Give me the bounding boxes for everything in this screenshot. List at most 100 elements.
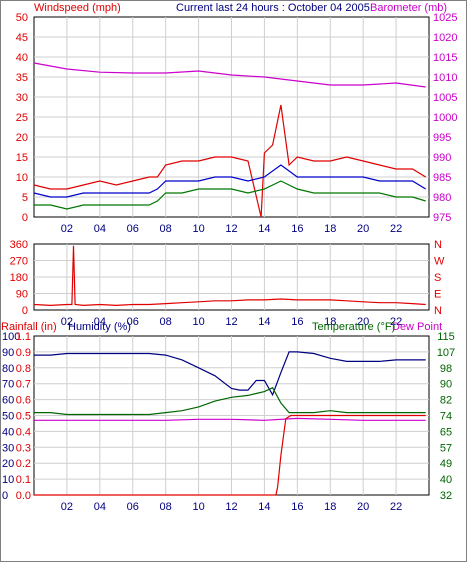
barometer-y-tick-label: 1015 (433, 52, 457, 64)
climate-x-tick-label: 20 (357, 501, 369, 513)
average-series-line (33, 164, 427, 198)
direction-x-tick-label: 16 (291, 316, 303, 328)
humidity-y-tick-label: 80 (2, 363, 14, 375)
wind-y-tick-label: 45 (16, 32, 28, 44)
direction-x-tick-label: 10 (192, 316, 204, 328)
wind-y-tick-label: 0 (22, 212, 28, 224)
rainfall-y-tick-label: 0.5 (16, 411, 31, 423)
direction-x-tick-label: 08 (160, 316, 172, 328)
wind-x-tick-label: 10 (192, 223, 204, 235)
rainfall-y-tick-label: 0.4 (16, 426, 31, 438)
climate-x-tick-label: 22 (390, 501, 402, 513)
climate-x-tick-label: 04 (94, 501, 106, 513)
climate-x-tick-label: 18 (324, 501, 336, 513)
direction-y-tick-label: 180 (10, 272, 28, 284)
rainfall-y-tick-label: 0.9 (16, 347, 31, 359)
wind-x-tick-label: 14 (258, 223, 270, 235)
wind-y-tick-label: 15 (16, 152, 28, 164)
barometer-y-tick-label: 1000 (433, 112, 457, 124)
dewpoint-label: Dew Point (392, 321, 442, 333)
wind-y-tick-label: 10 (16, 172, 28, 184)
wind-x-tick-label: 04 (94, 223, 106, 235)
wind-x-tick-label: 06 (127, 223, 139, 235)
wind-x-tick-label: 12 (225, 223, 237, 235)
minimum-series-line (34, 180, 426, 210)
temperature-y-tick-label: 32 (440, 490, 452, 502)
humidity-y-tick-label: 40 (2, 426, 14, 438)
humidity-series-line (34, 351, 426, 397)
humidity-y-tick-label: 70 (2, 379, 14, 391)
wind-y-tick-label: 40 (16, 52, 28, 64)
temperature-y-tick-label: 74 (440, 411, 452, 423)
direction-x-tick-label: 20 (357, 316, 369, 328)
direction-x-tick-label: 04 (94, 316, 106, 328)
climate-panel: 0 10 20 30 40 50 60 70 80 90 100 0.0 0.1 0.2 0.3 0.4 0.5… (2, 331, 455, 513)
temperature-y-tick-label: 49 (440, 458, 452, 470)
rainfall-y-tick-label: 0.0 (16, 490, 31, 502)
temperature-y-tick-label: 82 (440, 395, 452, 407)
climate-x-tick-label: 06 (127, 501, 139, 513)
temperature-y-tick-label: 65 (440, 426, 452, 438)
temperature-y-tick-label: 107 (437, 347, 455, 359)
wind-y-tick-label: 50 (16, 12, 28, 24)
dew-point-series-line (34, 417, 426, 421)
barometer-y-tick-label: 1005 (433, 92, 457, 104)
humidity-label: Humidity (%) (68, 321, 131, 333)
rainfall-series-line (34, 414, 426, 496)
direction-x-tick-label: 22 (390, 316, 402, 328)
climate-x-tick-label: 16 (291, 501, 303, 513)
rainfall-y-tick-label: 0.1 (16, 474, 31, 486)
humidity-y-tick-label: 10 (2, 474, 14, 486)
wind-x-tick-label: 16 (291, 223, 303, 235)
direction-y-tick-label: 90 (16, 289, 28, 301)
wind-panel: 0510152025303540455097598098599099510001… (16, 12, 458, 235)
barometer-y-tick-label: 1010 (433, 72, 457, 84)
rainfall-y-tick-label: 1.1 (16, 331, 31, 343)
temperature-y-tick-label: 90 (440, 379, 452, 391)
direction-y-tick-label: 270 (10, 256, 28, 268)
windspeed-label: Windspeed (mph) (34, 2, 121, 14)
climate-x-tick-label: 10 (192, 501, 204, 513)
rainfall-label: Rainfall (in) (1, 321, 57, 333)
temperature-y-tick-label: 115 (437, 331, 455, 343)
direction-x-tick-label: 14 (258, 316, 270, 328)
humidity-y-tick-label: 30 (2, 442, 14, 454)
rainfall-y-tick-label: 0.2 (16, 458, 31, 470)
wind-x-tick-label: 02 (61, 223, 73, 235)
direction-x-tick-label: 06 (127, 316, 139, 328)
wind-x-tick-label: 22 (390, 223, 402, 235)
humidity-y-tick-label: 0 (2, 490, 8, 502)
wind-x-tick-label: 08 (160, 223, 172, 235)
chart-title: Current last 24 hours : October 04 2005 (176, 2, 370, 14)
gust-series-line (33, 104, 427, 218)
wind-x-tick-label: 18 (324, 223, 336, 235)
barometer-y-tick-label: 990 (433, 152, 451, 164)
barometer-label: Barometer (mb) (370, 2, 447, 14)
climate-x-tick-label: 12 (225, 501, 237, 513)
humidity-y-tick-label: 50 (2, 411, 14, 423)
wind-y-tick-label: 25 (16, 112, 28, 124)
temperature-y-tick-label: 40 (440, 474, 452, 486)
rainfall-y-tick-label: 0.7 (16, 379, 31, 391)
barometer-y-tick-label: 995 (433, 132, 451, 144)
direction-x-tick-label: 12 (225, 316, 237, 328)
direction-y-tick-label: 360 (10, 239, 28, 251)
barometer-y-tick-label: 980 (433, 192, 451, 204)
compass-tick-label: S (434, 272, 441, 284)
wind-y-tick-label: 35 (16, 72, 28, 84)
temperature-y-tick-label: 57 (440, 442, 452, 454)
direction-x-tick-label: 18 (324, 316, 336, 328)
barometer-y-tick-label: 1025 (433, 12, 457, 24)
compass-tick-label: N (434, 239, 442, 251)
temperature-series-line (34, 386, 426, 416)
temperature-y-tick-label: 98 (440, 363, 452, 375)
temperature-label: Temperature (°F) (312, 321, 395, 333)
rainfall-y-tick-label: 0.8 (16, 363, 31, 375)
wind-y-tick-label: 20 (16, 132, 28, 144)
climate-x-tick-label: 08 (160, 501, 172, 513)
wind-y-tick-label: 5 (22, 192, 28, 204)
humidity-y-tick-label: 60 (2, 395, 14, 407)
wind-y-tick-label: 30 (16, 92, 28, 104)
humidity-y-tick-label: 100 (2, 331, 20, 343)
